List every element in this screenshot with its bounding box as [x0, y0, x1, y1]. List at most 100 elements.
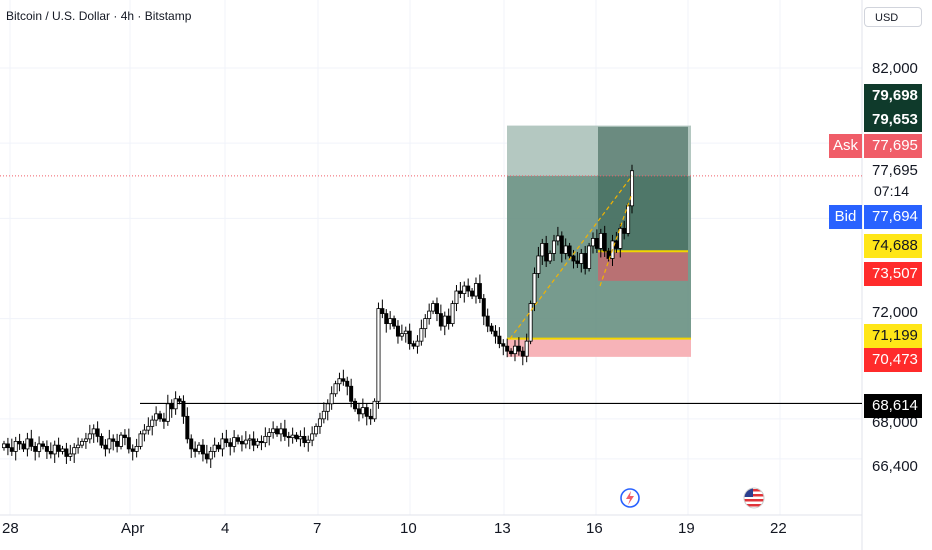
- time-tick: 22: [770, 520, 787, 537]
- long-projection-line: [509, 175, 633, 340]
- candlestick-series: [2, 164, 635, 468]
- candle-body: [473, 283, 478, 297]
- candle-body: [294, 434, 299, 440]
- candle-body: [243, 439, 248, 445]
- candle-body: [95, 428, 100, 437]
- candle-body: [263, 435, 268, 444]
- candle-body: [524, 340, 529, 357]
- candle-body: [516, 345, 521, 352]
- candle-body: [505, 345, 510, 352]
- candle-body: [286, 435, 291, 439]
- flash-icon[interactable]: [619, 487, 641, 509]
- currency-selector[interactable]: USD: [864, 7, 922, 27]
- candle-body: [528, 303, 533, 342]
- ask-label: Ask: [829, 134, 862, 158]
- candle-body: [41, 443, 46, 447]
- candle-body: [255, 440, 260, 446]
- candle-body: [87, 433, 92, 440]
- support-level-tag: 68,614: [864, 394, 922, 418]
- candle-body: [399, 333, 404, 337]
- candle-body: [544, 243, 549, 262]
- candle-body: [228, 442, 233, 447]
- candle-body: [470, 290, 475, 297]
- candle-body: [165, 403, 170, 422]
- candle-body: [360, 407, 365, 415]
- time-tick: 7: [313, 520, 322, 537]
- candle-body: [427, 310, 432, 320]
- candle-body: [302, 435, 307, 444]
- candle-body: [419, 328, 424, 342]
- candle-body: [154, 413, 159, 421]
- candle-body: [72, 447, 77, 455]
- candle-body: [158, 413, 163, 420]
- candle-body: [587, 245, 592, 269]
- chart-grid: [0, 0, 863, 550]
- candle-body: [536, 255, 541, 274]
- candle-body: [329, 393, 334, 405]
- candle-body: [2, 443, 7, 449]
- take-profit-tag-upper: 79,698: [864, 84, 922, 108]
- long-stop-tag: 70,473: [864, 348, 922, 372]
- candle-body: [103, 444, 108, 450]
- candle-body: [423, 318, 428, 330]
- short-stop-tag: 73,507: [864, 262, 922, 286]
- candle-body: [37, 443, 42, 452]
- candle-body: [477, 283, 482, 299]
- candle-body: [481, 298, 486, 317]
- candle-body: [598, 232, 603, 249]
- candle-body: [594, 238, 599, 249]
- candle-body: [364, 407, 369, 417]
- short-entry-tag: 74,688: [864, 234, 922, 258]
- candle-body: [579, 253, 584, 264]
- candle-body: [567, 245, 572, 257]
- candle-body: [407, 330, 412, 345]
- candle-body: [618, 227, 623, 249]
- candle-body: [489, 325, 494, 332]
- candle-body: [497, 335, 502, 345]
- take-profit-tag-lower: 79,653: [864, 108, 922, 132]
- candle-body: [341, 378, 346, 382]
- bid-label: Bid: [829, 205, 862, 229]
- short-projection-line: [599, 193, 633, 287]
- candle-body: [614, 240, 619, 249]
- candle-body: [146, 425, 151, 431]
- long-stop-zone: [507, 338, 691, 357]
- last-price-label: 77,695: [872, 162, 918, 179]
- candle-body: [76, 444, 81, 449]
- candle-body: [462, 285, 467, 294]
- candle-body: [337, 378, 342, 385]
- candle-body: [29, 438, 34, 447]
- candle-body: [575, 260, 580, 264]
- candle-body: [60, 448, 65, 452]
- candle-body: [314, 425, 319, 435]
- candle-body: [622, 227, 627, 234]
- candle-body: [434, 303, 439, 314]
- candle-body: [122, 434, 127, 439]
- candle-body: [501, 343, 506, 347]
- us-flag-icon[interactable]: [743, 487, 765, 509]
- candle-body: [17, 440, 22, 445]
- candle-body: [454, 290, 459, 304]
- long-entry-tag: 71,199: [864, 324, 922, 348]
- candle-body: [356, 408, 361, 415]
- candle-body: [236, 437, 241, 442]
- candle-body: [606, 250, 611, 259]
- candle-body: [551, 240, 556, 254]
- candle-body: [321, 410, 326, 420]
- candle-body: [298, 435, 303, 440]
- candle-body: [208, 451, 213, 460]
- time-tick: Apr: [121, 520, 145, 537]
- candle-body: [325, 403, 330, 412]
- candle-body: [548, 253, 553, 262]
- candle-body: [485, 315, 490, 327]
- candle-body: [126, 437, 131, 450]
- candle-body: [173, 398, 178, 410]
- price-tick: 72,000: [872, 304, 918, 321]
- candle-body: [138, 433, 143, 447]
- candle-body: [290, 434, 295, 439]
- candle-body: [161, 418, 166, 422]
- candle-body: [630, 170, 635, 207]
- candle-body: [134, 446, 139, 452]
- candle-body: [431, 303, 436, 312]
